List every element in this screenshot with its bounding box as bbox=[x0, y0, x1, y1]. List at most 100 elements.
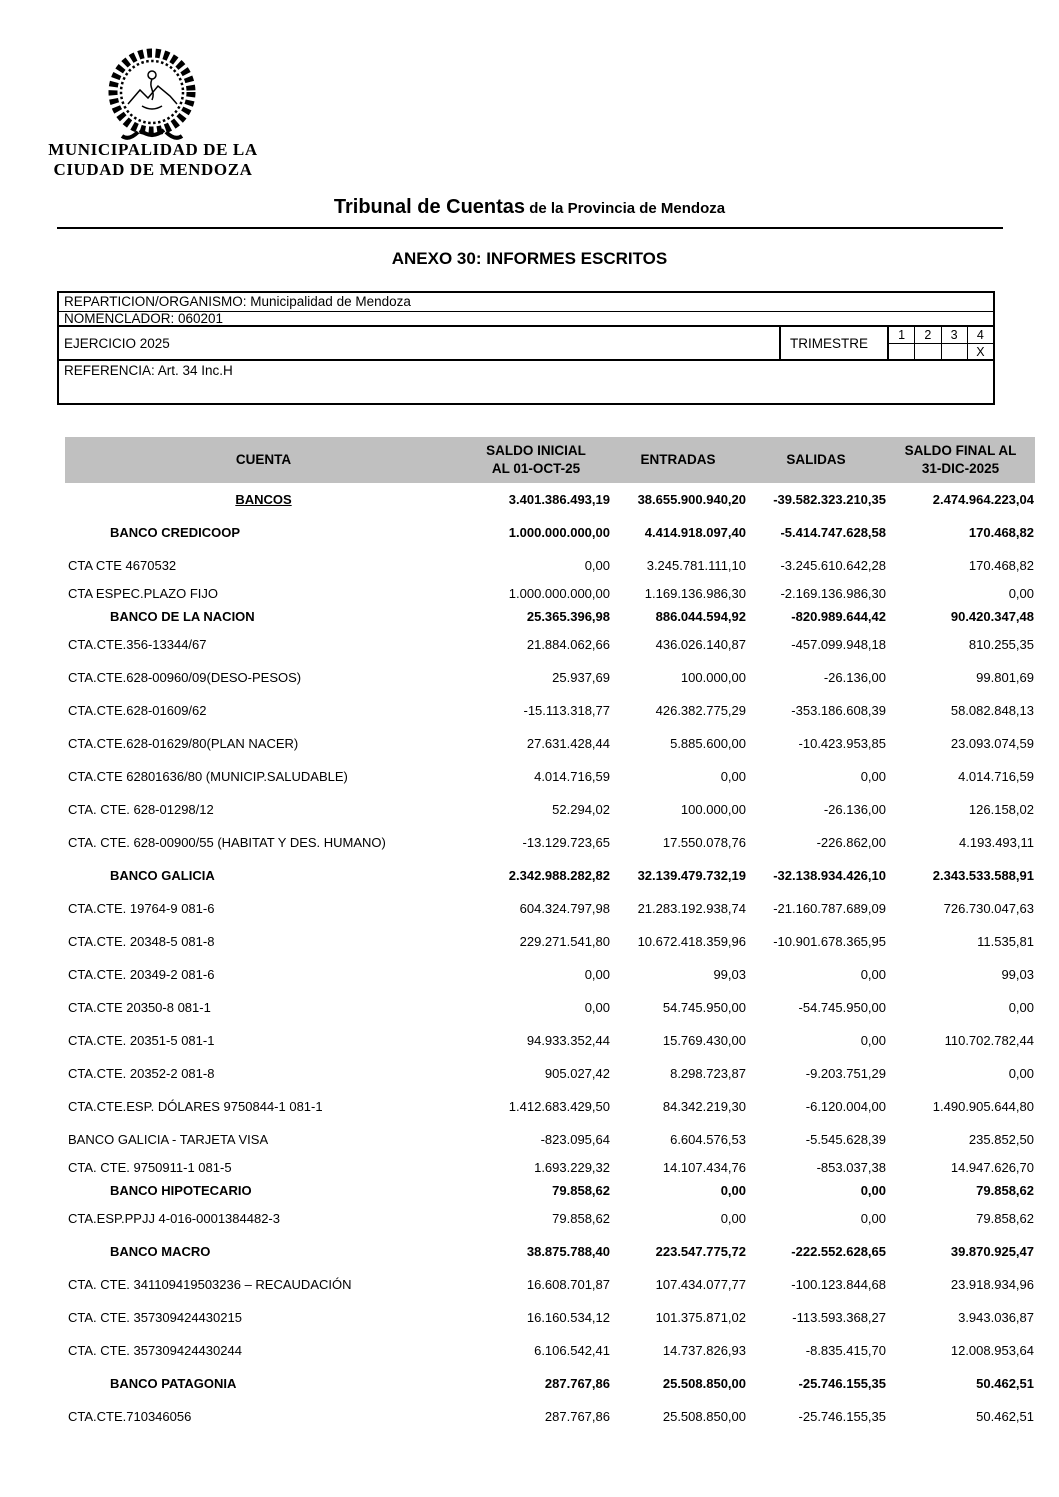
cell-entradas: 17.550.078,76 bbox=[662, 835, 746, 850]
cell-saldo-inicial: 1.693.229,32 bbox=[534, 1160, 610, 1175]
table-row: CTA.CTE. 20349-2 081-6 0,00 99,03 0,00 9… bbox=[65, 958, 1035, 991]
cell-saldo-final: 58.082.848,13 bbox=[950, 703, 1034, 718]
header-cell-cuenta: CUENTA bbox=[235, 452, 292, 468]
cell-salidas: -39.582.323.210,35 bbox=[773, 492, 886, 507]
report-title-sub: de la Provincia de Mendoza bbox=[525, 200, 726, 217]
table-row: CTA.CTE 20350-8 081-1 0,00 54.745.950,00… bbox=[65, 991, 1035, 1024]
cell-saldo-inicial: 27.631.428,44 bbox=[526, 736, 610, 751]
cell-entradas: 4.414.918.097,40 bbox=[644, 525, 746, 540]
cell-cuenta: CTA CTE 4670532 bbox=[68, 558, 177, 573]
cell-entradas: 426.382.775,29 bbox=[655, 703, 746, 718]
cell-salidas: -26.136,00 bbox=[823, 670, 886, 685]
cell-saldo-final: 50.462,51 bbox=[976, 1376, 1034, 1391]
table-row: CTA.CTE.628-01609/62 -15.113.318,77 426.… bbox=[65, 694, 1035, 727]
cell-cuenta: CTA.CTE.710346056 bbox=[68, 1409, 192, 1424]
cell-cuenta: BANCOS bbox=[235, 492, 292, 507]
table-header: CUENTA SALDO INICIAL AL 01-OCT-25 ENTRAD… bbox=[65, 437, 1035, 483]
cell-saldo-inicial: 3.401.386.493,19 bbox=[508, 492, 610, 507]
cell-salidas: 0,00 bbox=[860, 1033, 886, 1048]
cell-salidas: 0,00 bbox=[860, 1183, 886, 1198]
cell-saldo-inicial: 287.767,86 bbox=[544, 1376, 610, 1391]
cell-entradas: 0,00 bbox=[720, 1211, 746, 1226]
cell-saldo-final: 726.730.047,63 bbox=[943, 901, 1034, 916]
table-row: CTA.CTE.ESP. DÓLARES 9750844-1 081-1 1.4… bbox=[65, 1090, 1035, 1123]
cell-salidas: 0,00 bbox=[860, 967, 886, 982]
cell-entradas: 223.547.775,72 bbox=[655, 1244, 746, 1259]
cell-cuenta: BANCO GALICIA - TARJETA VISA bbox=[68, 1132, 269, 1147]
cell-cuenta: CTA. CTE. 628-00900/55 (HABITAT Y DES. H… bbox=[68, 835, 386, 850]
cell-saldo-inicial: 94.933.352,44 bbox=[526, 1033, 610, 1048]
cell-salidas: -9.203.751,29 bbox=[805, 1066, 886, 1081]
cell-cuenta: CTA.CTE 20350-8 081-1 bbox=[68, 1000, 211, 1015]
ejercicio-label: EJERCICIO 2025 bbox=[64, 335, 170, 351]
cell-cuenta: CTA. CTE. 628-01298/12 bbox=[68, 802, 214, 817]
cell-salidas: -353.186.608,39 bbox=[791, 703, 886, 718]
referencia-row: REFERENCIA: Art. 34 Inc.H bbox=[64, 363, 233, 378]
table-row: CTA.CTE 62801636/80 (MUNICIP.SALUDABLE) … bbox=[65, 760, 1035, 793]
info-box: REPARTICION/ORGANISMO: Municipalidad de … bbox=[57, 291, 995, 405]
cell-saldo-inicial: 52.294,02 bbox=[552, 802, 610, 817]
cell-cuenta: BANCO HIPOTECARIO bbox=[110, 1183, 252, 1198]
cell-saldo-inicial: 1.000.000.000,00 bbox=[508, 525, 610, 540]
cell-saldo-final: 11.535,81 bbox=[977, 934, 1034, 949]
cell-salidas: -457.099.948,18 bbox=[791, 637, 886, 652]
cell-saldo-inicial: -823.095,64 bbox=[540, 1132, 610, 1147]
cell-saldo-inicial: 0,00 bbox=[584, 1000, 610, 1015]
cell-salidas: -25.746.155,35 bbox=[798, 1376, 886, 1391]
table-row: CTA ESPEC.PLAZO FIJO 1.000.000.000,00 1.… bbox=[65, 582, 1035, 605]
table-row: CTA.CTE. 19764-9 081-6 604.324.797,98 21… bbox=[65, 892, 1035, 925]
cell-entradas: 6.604.576,53 bbox=[670, 1132, 746, 1147]
table-row: BANCO GALICIA 2.342.988.282,82 32.139.47… bbox=[65, 859, 1035, 892]
cell-salidas: 0,00 bbox=[860, 1211, 886, 1226]
cell-entradas: 84.342.219,30 bbox=[662, 1099, 746, 1114]
cell-saldo-final: 39.870.925,47 bbox=[950, 1244, 1034, 1259]
trimestre-mark-row: X bbox=[889, 344, 993, 360]
table-row: CTA.CTE.710346056 287.767,86 25.508.850,… bbox=[65, 1400, 1035, 1433]
table-row: BANCO GALICIA - TARJETA VISA -823.095,64… bbox=[65, 1123, 1035, 1156]
cell-saldo-inicial: 25.365.396,98 bbox=[526, 609, 610, 624]
cell-saldo-inicial: 6.106.542,41 bbox=[534, 1343, 610, 1358]
title-underline bbox=[57, 227, 1003, 229]
cell-entradas: 100.000,00 bbox=[680, 670, 746, 685]
cell-entradas: 21.283.192.938,74 bbox=[637, 901, 746, 916]
cell-cuenta: BANCO MACRO bbox=[110, 1244, 211, 1259]
cell-saldo-inicial: -13.129.723,65 bbox=[522, 835, 610, 850]
cell-saldo-final: 99,03 bbox=[1001, 967, 1034, 982]
cell-cuenta: CTA.CTE.628-01609/62 bbox=[68, 703, 207, 718]
cell-cuenta: CTA.CTE.628-01629/80(PLAN NACER) bbox=[68, 736, 299, 751]
trimestre-label: TRIMESTRE bbox=[779, 327, 887, 359]
cell-entradas: 101.375.871,02 bbox=[655, 1310, 746, 1325]
cell-entradas: 10.672.418.359,96 bbox=[637, 934, 746, 949]
trimestre-grid: 1 2 3 4 X bbox=[887, 327, 993, 360]
cell-saldo-final: 79.858,62 bbox=[976, 1183, 1034, 1198]
cell-saldo-final: 99.801,69 bbox=[976, 670, 1034, 685]
cell-saldo-final: 14.947.626,70 bbox=[950, 1160, 1034, 1175]
reparticion-row: REPARTICION/ORGANISMO: Municipalidad de … bbox=[59, 293, 993, 312]
trimestre-col-1: 1 bbox=[889, 327, 915, 344]
cell-saldo-final: 4.193.493,11 bbox=[959, 835, 1034, 850]
cell-saldo-inicial: 1.412.683.429,50 bbox=[508, 1099, 610, 1114]
cell-cuenta: CTA.CTE. 20351-5 081-1 bbox=[68, 1033, 215, 1048]
cell-saldo-final: 0,00 bbox=[1008, 1000, 1034, 1015]
cell-entradas: 15.769.430,00 bbox=[662, 1033, 746, 1048]
cell-salidas: -222.552.628,65 bbox=[791, 1244, 886, 1259]
cell-saldo-inicial: 4.014.716,59 bbox=[534, 769, 610, 784]
table-row: CTA. CTE. 357309424430215 16.160.534,12 … bbox=[65, 1301, 1035, 1334]
cell-entradas: 436.026.140,87 bbox=[655, 637, 746, 652]
cell-saldo-final: 126.158,02 bbox=[968, 802, 1034, 817]
cell-saldo-inicial: 0,00 bbox=[584, 967, 610, 982]
cell-cuenta: CTA ESPEC.PLAZO FIJO bbox=[68, 586, 219, 601]
trimestre-mark-3 bbox=[940, 344, 967, 360]
cell-saldo-inicial: 229.271.541,80 bbox=[519, 934, 610, 949]
cell-entradas: 0,00 bbox=[720, 1183, 746, 1198]
cell-cuenta: CTA.ESP.PPJJ 4-016-0001384482-3 bbox=[68, 1211, 280, 1226]
cell-salidas: -6.120.004,00 bbox=[805, 1099, 886, 1114]
cell-saldo-final: 3.943.036,87 bbox=[958, 1310, 1034, 1325]
trimestre-mark-4: X bbox=[966, 344, 993, 360]
cell-cuenta: BANCO PATAGONIA bbox=[110, 1376, 237, 1391]
cell-saldo-inicial: 1.000.000.000,00 bbox=[508, 586, 610, 601]
cell-entradas: 14.107.434,76 bbox=[662, 1160, 746, 1175]
table-row: BANCO PATAGONIA 287.767,86 25.508.850,00… bbox=[65, 1367, 1035, 1400]
table-row: CTA. CTE. 628-01298/12 52.294,02 100.000… bbox=[65, 793, 1035, 826]
